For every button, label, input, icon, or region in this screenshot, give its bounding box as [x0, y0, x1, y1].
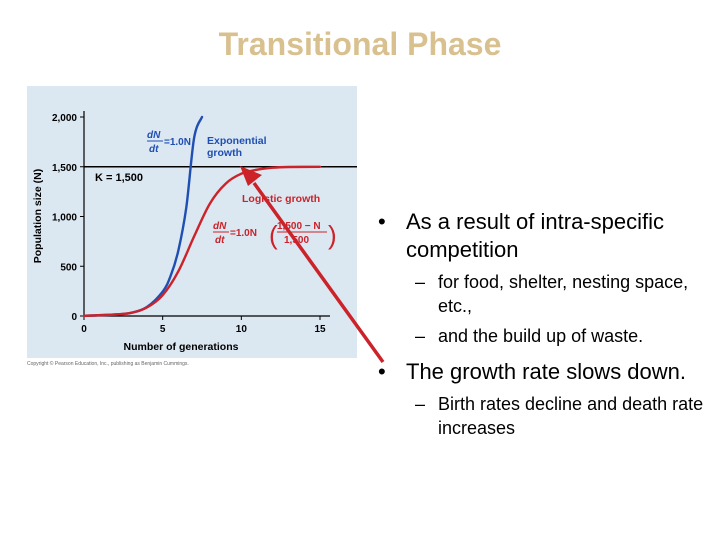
x-tick-label: 15 — [314, 324, 326, 335]
bullet-item: • As a result of intra-specific competit… — [378, 208, 708, 264]
exp-eq-den: dt — [149, 144, 159, 155]
bullet-item: • The growth rate slows down. — [378, 358, 708, 386]
log-eq-den: dt — [215, 235, 225, 246]
growth-chart: 0 500 1,000 1,500 2,000 0 5 10 15 K = 1,500 dN d… — [27, 86, 357, 358]
exp-series-name: Exponential growth — [207, 135, 267, 159]
dash-marker: – — [415, 272, 426, 292]
bullet-text: The growth rate slows down. — [406, 359, 687, 384]
exp-eq-rhs: =1.0N — [164, 137, 191, 148]
slide-title: Transitional Phase — [218, 26, 502, 62]
sub-bullet-text: for food, shelter, nesting space, etc., — [438, 272, 689, 316]
pointer-arrow-line — [252, 181, 385, 364]
y-tick-label: 0 — [71, 312, 77, 323]
bullet-dot: • — [378, 209, 386, 234]
sub-bullet-item: – Birth rates decline and death rate inc… — [378, 392, 708, 440]
sub-bullet-item: – and the build up of waste. — [378, 324, 708, 348]
dash-marker: – — [415, 394, 426, 414]
x-tick-label: 10 — [236, 324, 248, 335]
sub-bullet-item: – for food, shelter, nesting space, etc.… — [378, 270, 708, 318]
copyright-credit: Copyright © Pearson Education, Inc., pub… — [27, 361, 189, 367]
log-eq-rhs: =1.0N — [230, 228, 257, 239]
log-eq-frac-num: 1,500 − N — [277, 221, 321, 232]
exp-eq-num: dN — [147, 130, 161, 141]
ticks: 0 500 1,000 1,500 2,000 0 5 10 15 — [52, 113, 326, 335]
log-eq-paren-left: ( — [269, 220, 278, 250]
x-axis-label: Number of generations — [124, 341, 239, 353]
bullet-text: As a result of intra-specific competitio… — [406, 209, 664, 262]
y-tick-label: 500 — [60, 262, 77, 273]
y-tick-label: 1,000 — [52, 213, 77, 224]
exp-name-wrap: Exponential growth — [207, 135, 267, 159]
plot-background — [27, 86, 357, 358]
y-tick-label: 1,500 — [52, 163, 77, 174]
x-tick-label: 0 — [81, 324, 87, 335]
x-tick-label: 5 — [160, 324, 166, 335]
log-eq-paren-right: ) — [328, 220, 337, 250]
logistic-growth-line — [82, 165, 322, 318]
sub-bullet-text: Birth rates decline and death rate incre… — [438, 394, 704, 438]
sub-bullet-text: and the build up of waste. — [438, 326, 644, 346]
series — [82, 115, 322, 318]
bullet-list: • As a result of intra-specific competit… — [378, 208, 708, 440]
y-axis-label: Population size (N) — [32, 169, 44, 264]
growth-chart-svg: 0 500 1,000 1,500 2,000 0 5 10 15 K = 1,500 dN d… — [27, 86, 357, 358]
log-eq-num: dN — [213, 221, 227, 232]
y-tick-label: 2,000 — [52, 113, 77, 124]
pointer-arrow-head — [240, 166, 262, 186]
dash-marker: – — [415, 326, 426, 346]
carrying-capacity-label: K = 1,500 — [95, 172, 143, 184]
bullet-dot: • — [378, 359, 386, 384]
